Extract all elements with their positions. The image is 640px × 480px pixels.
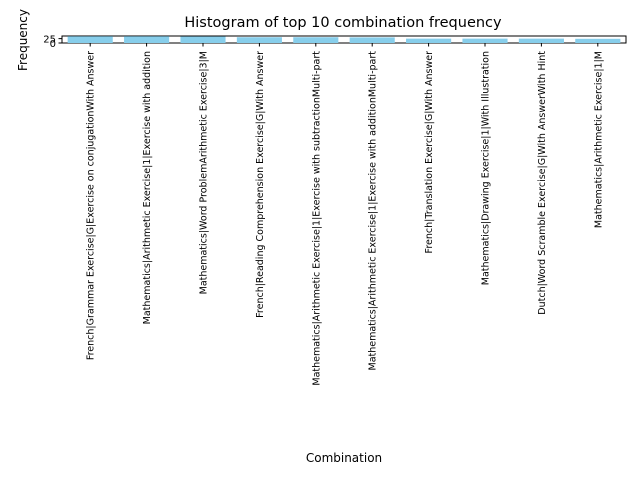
y-axis-label: Frequency [16,9,30,71]
bar-2 [124,36,170,43]
x-tick-label-7: French|Translation Exercise|G|With Answe… [424,51,435,254]
x-tick-label-6: Mathematics|Arithmetic Exercise|1|Exerci… [368,51,379,371]
x-tick-label-2: Mathematics|Arithmetic Exercise|1|Exerci… [142,51,153,324]
y-axis: 025 [43,35,62,50]
bar-9 [518,38,564,43]
bar-6 [349,37,395,43]
plot-area [61,35,627,44]
bar-4 [236,37,282,43]
bars-group [67,36,621,43]
x-tick-label-1: French|Grammar Exercise|G|Exercise on co… [86,51,97,360]
bar-3 [180,36,226,43]
x-tick-label-8: Mathematics|Drawing Exercise|1|With Illu… [481,51,492,285]
x-axis-label: Combination [306,451,382,465]
x-tick-label-3: Mathematics|Word ProblemArithmetic Exerc… [199,51,210,294]
x-tick-label-9: Dutch|Word Scramble Exercise|G|With Answ… [537,51,548,315]
x-tick-label-4: French|Reading Comprehension Exercise|G|… [255,51,266,318]
bar-7 [406,38,452,43]
bar-8 [462,38,508,43]
bar-10 [575,38,621,43]
y-tick-label-1: 25 [43,35,56,46]
chart-title: Histogram of top 10 combination frequenc… [184,15,502,31]
bar-5 [293,37,339,43]
x-axis: French|Grammar Exercise|G|Exercise on co… [86,43,604,386]
x-tick-label-5: Mathematics|Arithmetic Exercise|1|Exerci… [311,51,322,386]
y-tick-label-0: 0 [50,39,56,50]
bar-1 [67,36,113,43]
x-tick-label-10: Mathematics|Arithmetic Exercise|1|M [593,51,604,228]
